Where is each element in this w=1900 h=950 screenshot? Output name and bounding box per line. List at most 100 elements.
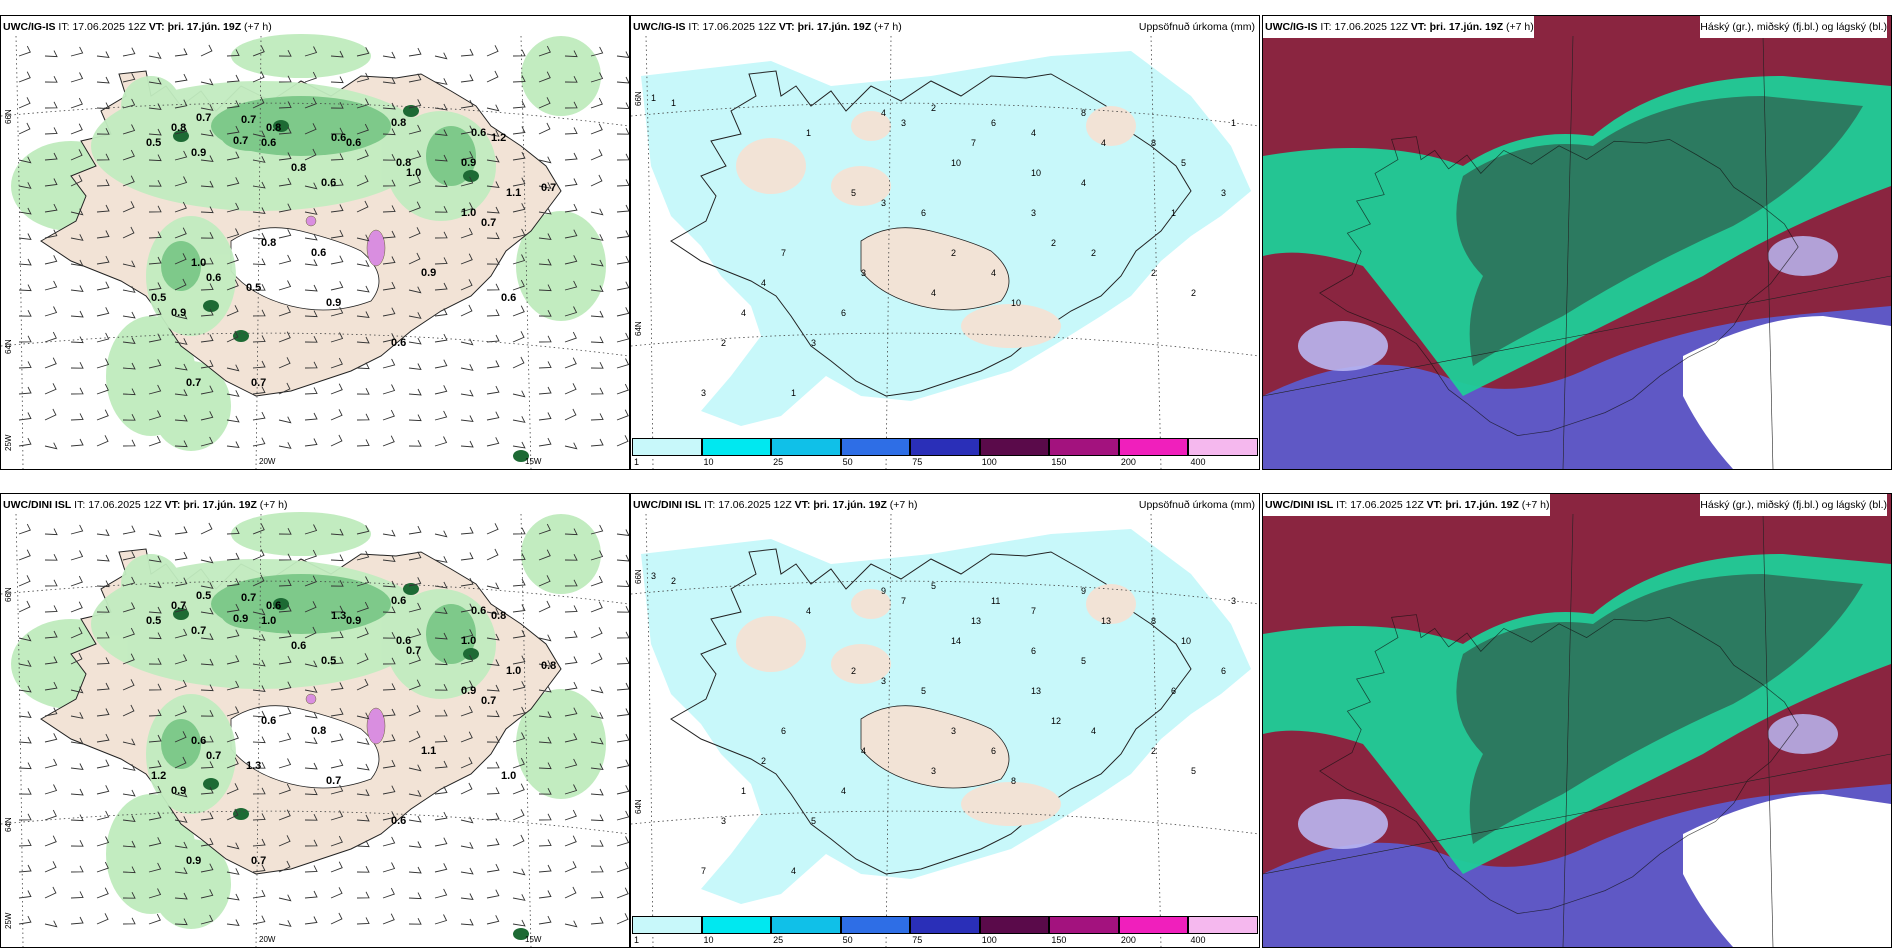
wind-barb — [382, 529, 396, 537]
wind-barb — [590, 686, 604, 694]
precip-value: 7 — [781, 248, 786, 258]
wind-barb — [226, 731, 239, 743]
wind-barb — [356, 362, 370, 370]
precip-value: 3 — [1221, 188, 1226, 198]
dry-patch — [851, 589, 891, 619]
precip-value: 0.7 — [241, 592, 256, 604]
wind-barb — [18, 97, 31, 109]
wind-barb — [434, 811, 448, 821]
wind-barb — [486, 684, 500, 692]
wind-barb — [408, 363, 422, 371]
wind-barb — [70, 208, 84, 216]
wind-barb — [70, 712, 84, 719]
wind-barb — [564, 75, 578, 83]
wind-barb — [96, 836, 110, 847]
wind-barb — [564, 553, 578, 561]
wind-barb — [434, 530, 448, 538]
precip-value: 0.7 — [406, 645, 421, 657]
wind-barb — [304, 148, 317, 161]
precip-value: 0.7 — [251, 377, 266, 389]
wind-barb — [590, 387, 604, 395]
wind-barb — [356, 576, 370, 587]
wind-barb — [18, 437, 32, 447]
wind-barb — [382, 913, 395, 925]
wind-barb — [148, 231, 162, 239]
precip-value: 0.5 — [246, 282, 261, 294]
legend-swatch — [840, 438, 911, 456]
wind-barb — [538, 207, 552, 215]
wind-barb — [252, 258, 266, 266]
wind-barb — [330, 912, 343, 925]
legend-label: 100 — [981, 457, 997, 467]
wind-barb — [434, 760, 448, 769]
wind-barb — [122, 388, 136, 396]
precip-value: 4 — [806, 606, 811, 616]
precip-value: 0.8 — [396, 157, 411, 169]
wind-barb — [460, 654, 474, 665]
wind-barb — [512, 100, 526, 109]
wind-barb — [252, 813, 266, 821]
wind-barb — [330, 656, 344, 665]
wind-barb — [356, 175, 369, 187]
wind-barb — [304, 626, 317, 639]
wind-barb — [252, 45, 265, 57]
wind-barb — [252, 574, 265, 587]
precip-value: 2 — [761, 756, 766, 766]
wind-barb — [486, 761, 500, 769]
wind-barb — [330, 605, 344, 613]
precip-patch — [151, 839, 231, 929]
wind-barb — [460, 48, 474, 57]
wind-barb — [122, 362, 136, 370]
wind-barb — [122, 627, 135, 639]
wind-barb — [226, 279, 239, 291]
lon-line — [1762, 513, 1774, 947]
wind-barb — [590, 259, 604, 267]
lon-line — [255, 513, 262, 947]
wind-barb — [486, 360, 500, 369]
wind-barb — [434, 556, 448, 563]
legend-swatch — [840, 916, 911, 934]
wind-barb — [330, 528, 344, 536]
precip-core — [403, 583, 419, 595]
wind-barb — [512, 390, 526, 398]
wind-barb — [18, 335, 32, 343]
wind-barb — [330, 759, 344, 769]
wind-barb — [304, 788, 318, 796]
wind-barb — [278, 49, 292, 57]
wind-barb — [564, 630, 578, 639]
wind-barb — [564, 579, 578, 587]
dry-patch — [736, 616, 806, 672]
wind-barb — [278, 229, 292, 239]
wind-barb — [44, 50, 58, 58]
wind-barb — [512, 757, 525, 769]
wind-barb — [460, 893, 474, 901]
wind-barb — [434, 205, 448, 213]
wind-barb — [330, 434, 343, 447]
precip-core — [273, 598, 289, 610]
wind-barb — [18, 736, 32, 744]
wind-barb — [486, 309, 500, 317]
wind-barb — [486, 735, 500, 743]
wind-barb — [460, 603, 474, 613]
wind-barb — [148, 632, 162, 640]
precip-value: 6 — [1171, 686, 1176, 696]
precip-value: 7 — [701, 866, 706, 876]
wind-barb — [382, 862, 396, 873]
wind-barb — [148, 128, 162, 136]
wind-barb — [226, 364, 240, 372]
wind-barb — [174, 150, 188, 161]
precip-value: 1.0 — [191, 257, 206, 269]
wind-barb — [590, 712, 604, 719]
wind-barb — [434, 154, 448, 162]
precip-core — [366, 707, 386, 745]
precip-value: 5 — [811, 816, 816, 826]
wind-barb — [174, 201, 187, 213]
panel-title: UWC/IG-IS IT: 17.06.2025 12Z VT: þri. 17… — [3, 21, 272, 33]
graticule — [1, 35, 629, 469]
wind-map-panel-top: UWC/IG-IS IT: 17.06.2025 12Z VT: þri. 17… — [0, 15, 630, 470]
wind-barb — [564, 255, 578, 265]
wind-barb — [486, 283, 500, 291]
wind-barb — [200, 78, 214, 86]
wind-barb — [486, 608, 500, 615]
wind-barb — [44, 255, 58, 265]
